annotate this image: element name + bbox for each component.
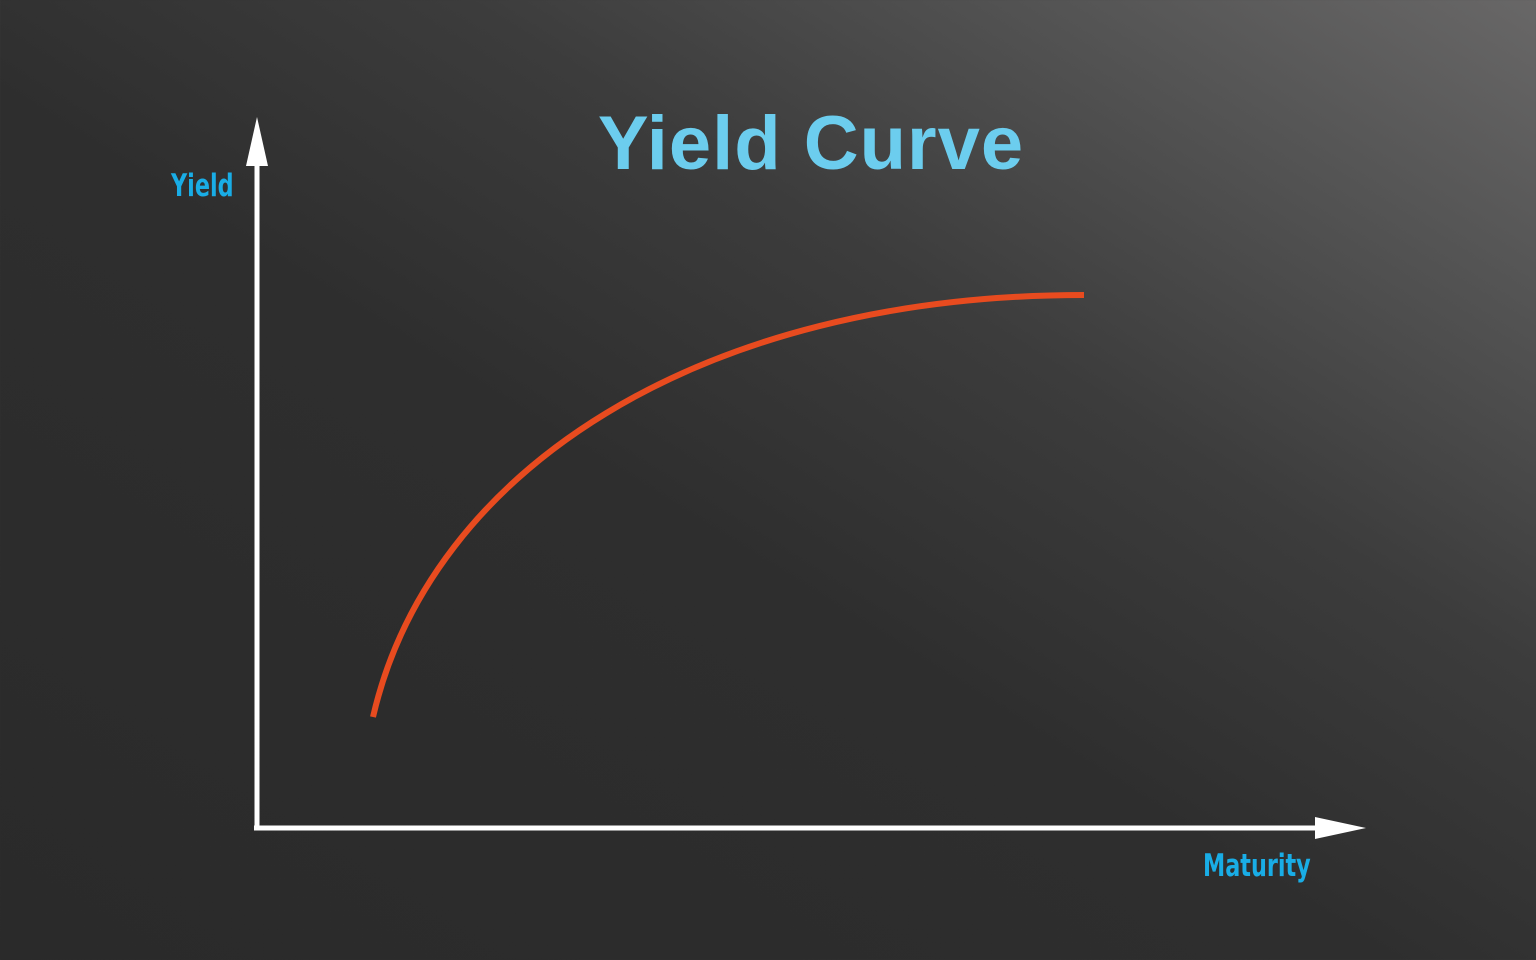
chart-title: Yield Curve: [597, 101, 1025, 186]
x-axis-arrow: [1315, 817, 1366, 839]
y-axis-arrow: [246, 117, 268, 166]
y-axis-label: Yield: [171, 168, 234, 204]
x-axis-label: Maturity: [1203, 848, 1311, 884]
yield-curve-line: [370, 292, 1085, 718]
